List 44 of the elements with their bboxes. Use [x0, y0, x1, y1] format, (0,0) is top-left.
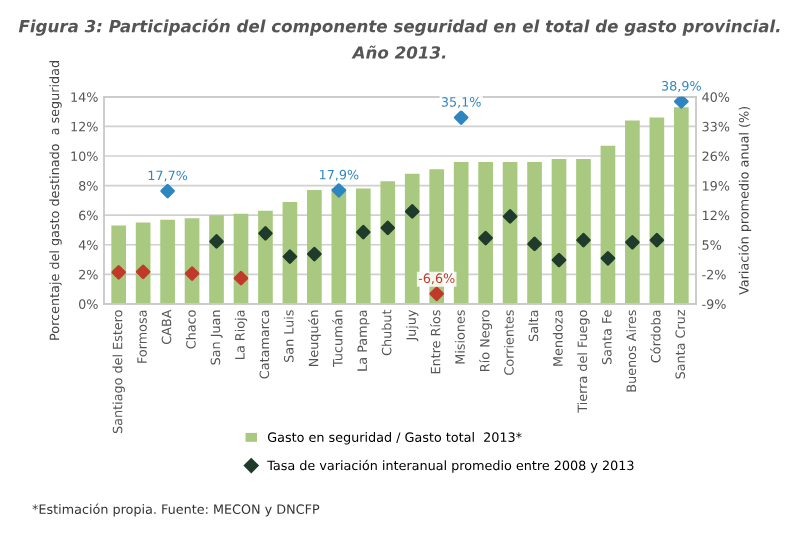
bar [404, 173, 420, 304]
point [551, 252, 567, 268]
bar [355, 188, 371, 304]
point [380, 220, 396, 236]
point [233, 270, 249, 286]
bar [258, 210, 273, 304]
point [356, 224, 371, 240]
point [184, 266, 200, 281]
point [502, 209, 518, 224]
bar [576, 158, 591, 304]
bar [527, 161, 542, 304]
point [282, 249, 298, 264]
bar [209, 215, 224, 304]
point [649, 232, 665, 248]
bar [307, 190, 322, 304]
chart-title: Figura 3: Participación del componente seguridad en el total de gasto provincial. Año 2013. [18, 18, 780, 59]
point [258, 226, 273, 241]
point [429, 286, 444, 302]
point [209, 234, 224, 249]
point [331, 182, 347, 198]
point [478, 230, 493, 246]
point [160, 183, 175, 199]
point [600, 251, 616, 266]
point [307, 246, 322, 262]
bar [551, 158, 567, 304]
bar [649, 117, 665, 304]
bar [282, 201, 298, 304]
bar [380, 181, 396, 304]
point [135, 264, 151, 280]
bar [600, 145, 616, 304]
bar [502, 161, 518, 304]
point [404, 204, 420, 219]
point [625, 234, 640, 250]
bar [453, 161, 469, 304]
point [674, 96, 689, 109]
bar [673, 107, 689, 304]
point [527, 236, 542, 252]
bar [160, 219, 175, 304]
bar [331, 188, 347, 304]
point [453, 110, 469, 125]
bar [625, 120, 640, 304]
point [111, 264, 126, 280]
bar [478, 161, 493, 304]
point [576, 232, 591, 248]
